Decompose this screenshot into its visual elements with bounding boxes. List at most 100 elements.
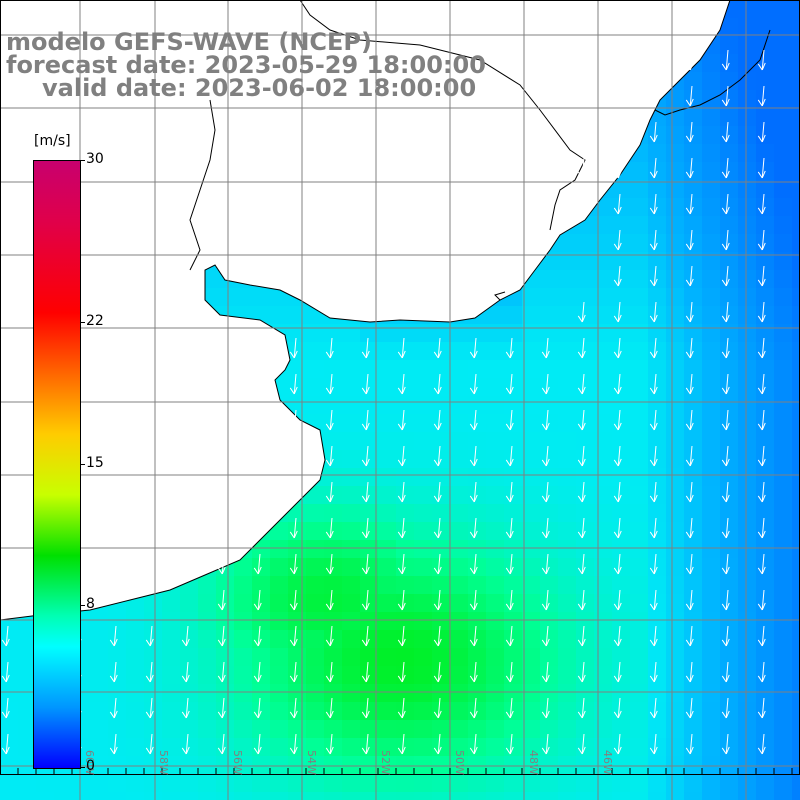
wind-arrow (325, 625, 334, 647)
wind-cell (720, 648, 739, 667)
wind-cell (522, 306, 541, 325)
wind-cell (342, 612, 361, 631)
wind-arrow (577, 49, 586, 71)
wind-cell (144, 774, 163, 793)
wind-cell (648, 468, 667, 487)
wind-cell (234, 684, 253, 703)
wind-cell (756, 468, 775, 487)
wind-cell (756, 18, 775, 37)
wind-cell (540, 360, 559, 379)
wind-cell (270, 774, 289, 793)
wind-cell (612, 540, 631, 559)
wind-arrow (325, 481, 334, 503)
wind-arrow (577, 85, 586, 107)
wind-arrow (433, 445, 442, 467)
wind-cell (450, 468, 469, 487)
wind-cell (558, 684, 577, 703)
wind-cell (594, 450, 613, 469)
wind-cell (666, 252, 685, 271)
wind-cell (756, 108, 775, 127)
wind-cell (504, 684, 523, 703)
wind-cell (648, 540, 667, 559)
wind-cell (720, 108, 739, 127)
wind-cell (738, 0, 757, 19)
wind-arrow (289, 661, 298, 683)
wind-cell (702, 414, 721, 433)
wind-cell (558, 432, 577, 451)
wind-cell (558, 702, 577, 721)
wind-cell (378, 360, 397, 379)
wind-cell (432, 468, 451, 487)
wind-cell (792, 54, 800, 73)
wind-arrow (757, 409, 766, 431)
wind-cell (774, 558, 793, 577)
wind-arrow (253, 589, 262, 611)
colorbar (33, 160, 81, 769)
wind-cell (738, 252, 757, 271)
wind-cell (558, 612, 577, 631)
wind-cell (234, 648, 253, 667)
wind-cell (540, 774, 559, 793)
wind-arrow (433, 337, 442, 359)
wind-cell (666, 666, 685, 685)
wind-cell (486, 540, 505, 559)
wind-cell (558, 738, 577, 757)
wind-cell (612, 180, 631, 199)
wind-cell (450, 522, 469, 541)
wind-cell (270, 306, 289, 325)
wind-cell (666, 378, 685, 397)
wind-cell (522, 558, 541, 577)
wind-cell (144, 648, 163, 667)
wind-arrow (649, 121, 658, 143)
wind-cell (162, 684, 181, 703)
wind-cell (522, 486, 541, 505)
wind-arrow (217, 697, 226, 719)
wind-cell (360, 468, 379, 487)
wind-cell (630, 576, 649, 595)
wind-cell (414, 540, 433, 559)
wind-cell (648, 774, 667, 793)
wind-cell (270, 738, 289, 757)
wind-cell (576, 288, 595, 307)
wind-cell (486, 702, 505, 721)
wind-cell (90, 702, 109, 721)
colorbar-unit: [m/s] (34, 133, 71, 149)
wind-cell (288, 720, 307, 739)
wind-cell (558, 720, 577, 739)
wind-cell (216, 648, 235, 667)
wind-cell (540, 576, 559, 595)
wind-cell (126, 612, 145, 631)
wind-arrow (541, 49, 550, 71)
wind-cell (504, 396, 523, 415)
wind-arrow (361, 481, 370, 503)
wind-cell (126, 792, 145, 800)
wind-cell (216, 774, 235, 793)
wind-cell (720, 36, 739, 55)
wind-arrow (361, 553, 370, 575)
wind-cell (306, 378, 325, 397)
wind-cell (234, 792, 253, 800)
wind-cell (468, 612, 487, 631)
wind-arrow (361, 337, 370, 359)
wind-cell (306, 540, 325, 559)
wind-arrow (649, 265, 658, 287)
wind-cell (792, 576, 800, 595)
wind-cell (666, 270, 685, 289)
wind-cell (414, 792, 433, 800)
wind-arrow (433, 553, 442, 575)
wind-cell (738, 558, 757, 577)
wind-cell (792, 252, 800, 271)
wind-cell (666, 234, 685, 253)
wind-cell (666, 504, 685, 523)
wind-cell (612, 792, 631, 800)
wind-cell (414, 450, 433, 469)
wind-cell (432, 504, 451, 523)
wind-cell (414, 486, 433, 505)
wind-cell (792, 162, 800, 181)
wind-cell (774, 648, 793, 667)
wind-cell (0, 792, 19, 800)
wind-cell (540, 432, 559, 451)
wind-cell (234, 774, 253, 793)
wind-cell (342, 414, 361, 433)
wind-arrow (541, 625, 550, 647)
